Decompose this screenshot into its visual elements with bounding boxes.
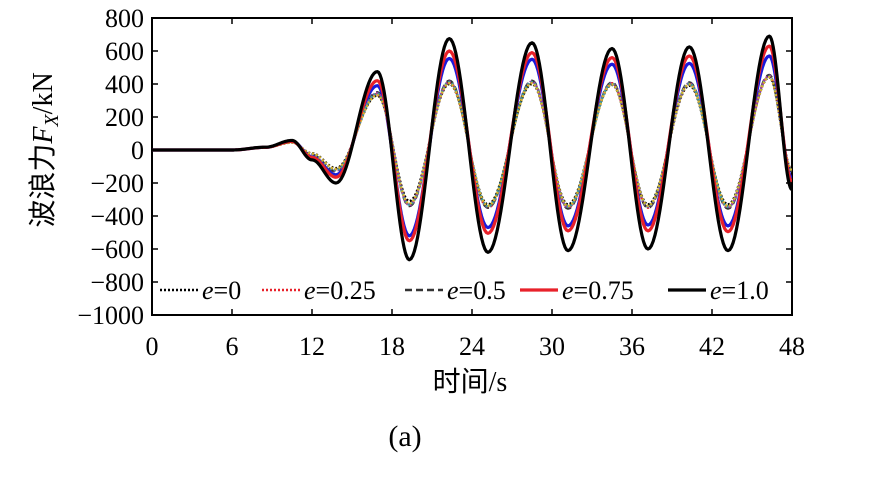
y-tick-label: −200 <box>90 169 144 198</box>
x-tick-label: 30 <box>539 332 565 361</box>
x-tick-label: 42 <box>699 332 725 361</box>
legend-label: e=0 <box>202 276 241 305</box>
x-tick-label: 6 <box>226 332 239 361</box>
legend-label: e=0.5 <box>447 276 506 305</box>
y-tick-label: 600 <box>105 37 144 66</box>
x-tick-label: 18 <box>379 332 405 361</box>
x-tick-label: 24 <box>459 332 485 361</box>
x-axis-title: 时间/s <box>433 366 508 398</box>
y-tick-label: 800 <box>105 4 144 33</box>
legend-label: e=0.75 <box>562 276 634 305</box>
x-tick-label: 48 <box>779 332 805 361</box>
y-axis-title: 波浪力FX/kN <box>27 72 63 227</box>
series-line-blue <box>152 54 792 238</box>
legend: e=0 e=0.25 e=0.5 e=0.75 e=1.0 <box>160 276 769 305</box>
x-tick-label: 0 <box>146 332 159 361</box>
x-tick-label: 36 <box>619 332 645 361</box>
figure-caption: (a) <box>388 420 421 453</box>
y-tick-label: −1000 <box>77 301 144 330</box>
legend-label: e=1.0 <box>710 276 769 305</box>
series-line-e-0-75 <box>152 44 792 243</box>
x-tick-label: 12 <box>299 332 325 361</box>
y-tick-label: −600 <box>90 235 144 264</box>
series-layer <box>152 34 792 262</box>
y-tick-label: −400 <box>90 202 144 231</box>
legend-label: e=0.25 <box>304 276 376 305</box>
y-tick-label: 400 <box>105 70 144 99</box>
ticks-layer: 0 6 12 18 24 30 36 42 48 800 600 400 200 0 −200 −400 −60… <box>77 4 805 361</box>
y-tick-label: −800 <box>90 268 144 297</box>
y-tick-label: 200 <box>105 103 144 132</box>
y-tick-label: 0 <box>131 136 144 165</box>
series-line-e-1-0 <box>152 34 792 262</box>
